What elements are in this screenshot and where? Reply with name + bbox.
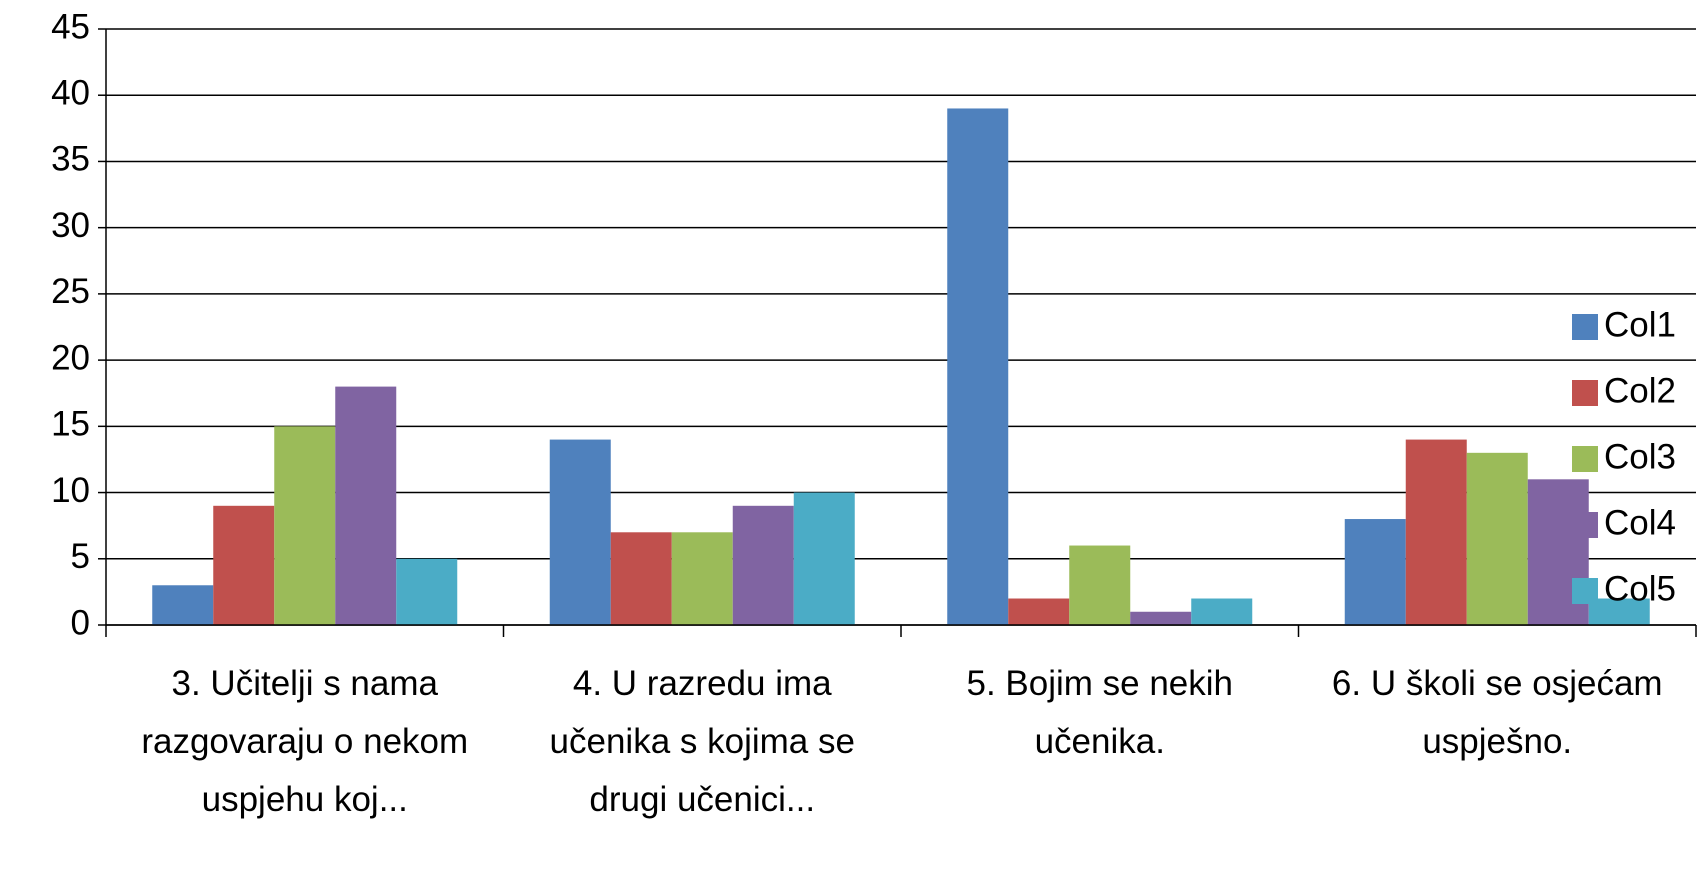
legend-swatch (1572, 314, 1598, 340)
y-tick-label: 0 (71, 603, 90, 642)
bar (274, 426, 336, 625)
bar (1466, 452, 1528, 625)
bar (793, 492, 855, 625)
y-tick-label: 30 (51, 206, 90, 245)
y-tick-label: 15 (51, 405, 90, 444)
bar (1130, 611, 1192, 625)
bar (1344, 519, 1406, 625)
legend-label: Col4 (1604, 503, 1676, 542)
y-tick-label: 20 (51, 338, 90, 377)
legend-swatch (1572, 446, 1598, 472)
legend-swatch (1572, 380, 1598, 406)
x-tick-label: 3. Učitelji s nama razgovaraju o nekom u… (141, 664, 469, 819)
x-tick-label: 5. Bojim se nekih učenika. (966, 664, 1234, 761)
bar (1588, 598, 1650, 625)
x-tick-label: 4. U razredu ima učenika s kojima se dru… (549, 664, 855, 819)
y-tick-label: 5 (71, 537, 90, 576)
legend-swatch (1572, 578, 1598, 604)
y-tick-label: 25 (51, 272, 90, 311)
x-tick-label: 6. U školi se osjećam uspješno. (1331, 664, 1663, 761)
bar (213, 505, 275, 625)
bar (1008, 598, 1070, 625)
bar (396, 558, 458, 625)
y-tick-label: 35 (51, 140, 90, 179)
bar (549, 439, 611, 625)
legend-label: Col1 (1604, 305, 1676, 344)
legend-label: Col3 (1604, 437, 1676, 476)
bar (1191, 598, 1253, 625)
legend-label: Col2 (1604, 371, 1676, 410)
bar (335, 386, 397, 625)
legend-swatch (1572, 512, 1598, 538)
bar (610, 532, 672, 625)
bar (152, 585, 214, 625)
y-tick-label: 40 (51, 73, 90, 112)
legend-label: Col5 (1604, 569, 1676, 608)
bar (732, 505, 794, 625)
bar (671, 532, 733, 625)
y-tick-label: 45 (51, 7, 90, 46)
bar (1069, 545, 1131, 625)
y-tick-label: 10 (51, 471, 90, 510)
bar (1405, 439, 1467, 625)
bar (947, 108, 1009, 625)
